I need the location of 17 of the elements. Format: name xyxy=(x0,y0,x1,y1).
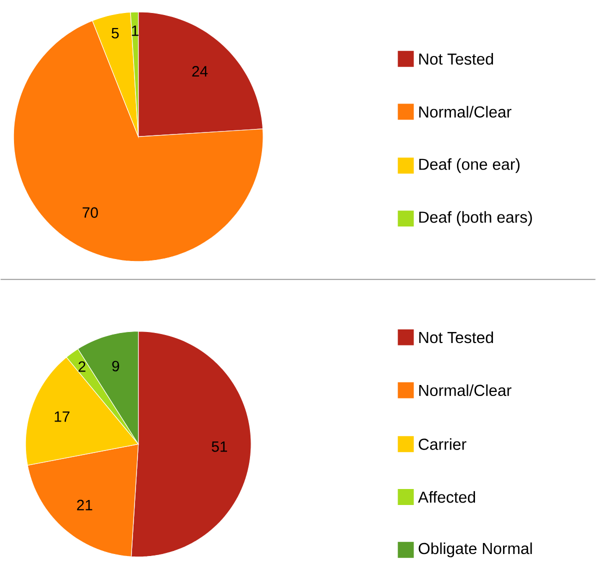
legend-label: Carrier xyxy=(418,438,466,450)
legend-label: Normal/Clear xyxy=(419,384,512,396)
data-label: 51 xyxy=(212,442,228,452)
legend-label: Normal/Clear xyxy=(419,106,512,118)
legend-label: Not Tested xyxy=(419,332,493,344)
legend-label: Not Tested xyxy=(419,53,493,65)
data-label: 17 xyxy=(54,412,70,422)
data-label: 9 xyxy=(112,360,120,372)
data-label: 21 xyxy=(77,500,92,510)
legend-label: Obligate Normal xyxy=(418,542,532,558)
data-label: 5 xyxy=(112,28,119,38)
data-label: 70 xyxy=(82,207,98,218)
legend-label: Deaf (one ear) xyxy=(419,158,520,174)
legend-label: Affected xyxy=(418,491,476,503)
legend-label: Deaf (both ears) xyxy=(419,211,532,226)
data-label: 2 xyxy=(78,361,86,372)
data-label: 24 xyxy=(192,66,208,77)
